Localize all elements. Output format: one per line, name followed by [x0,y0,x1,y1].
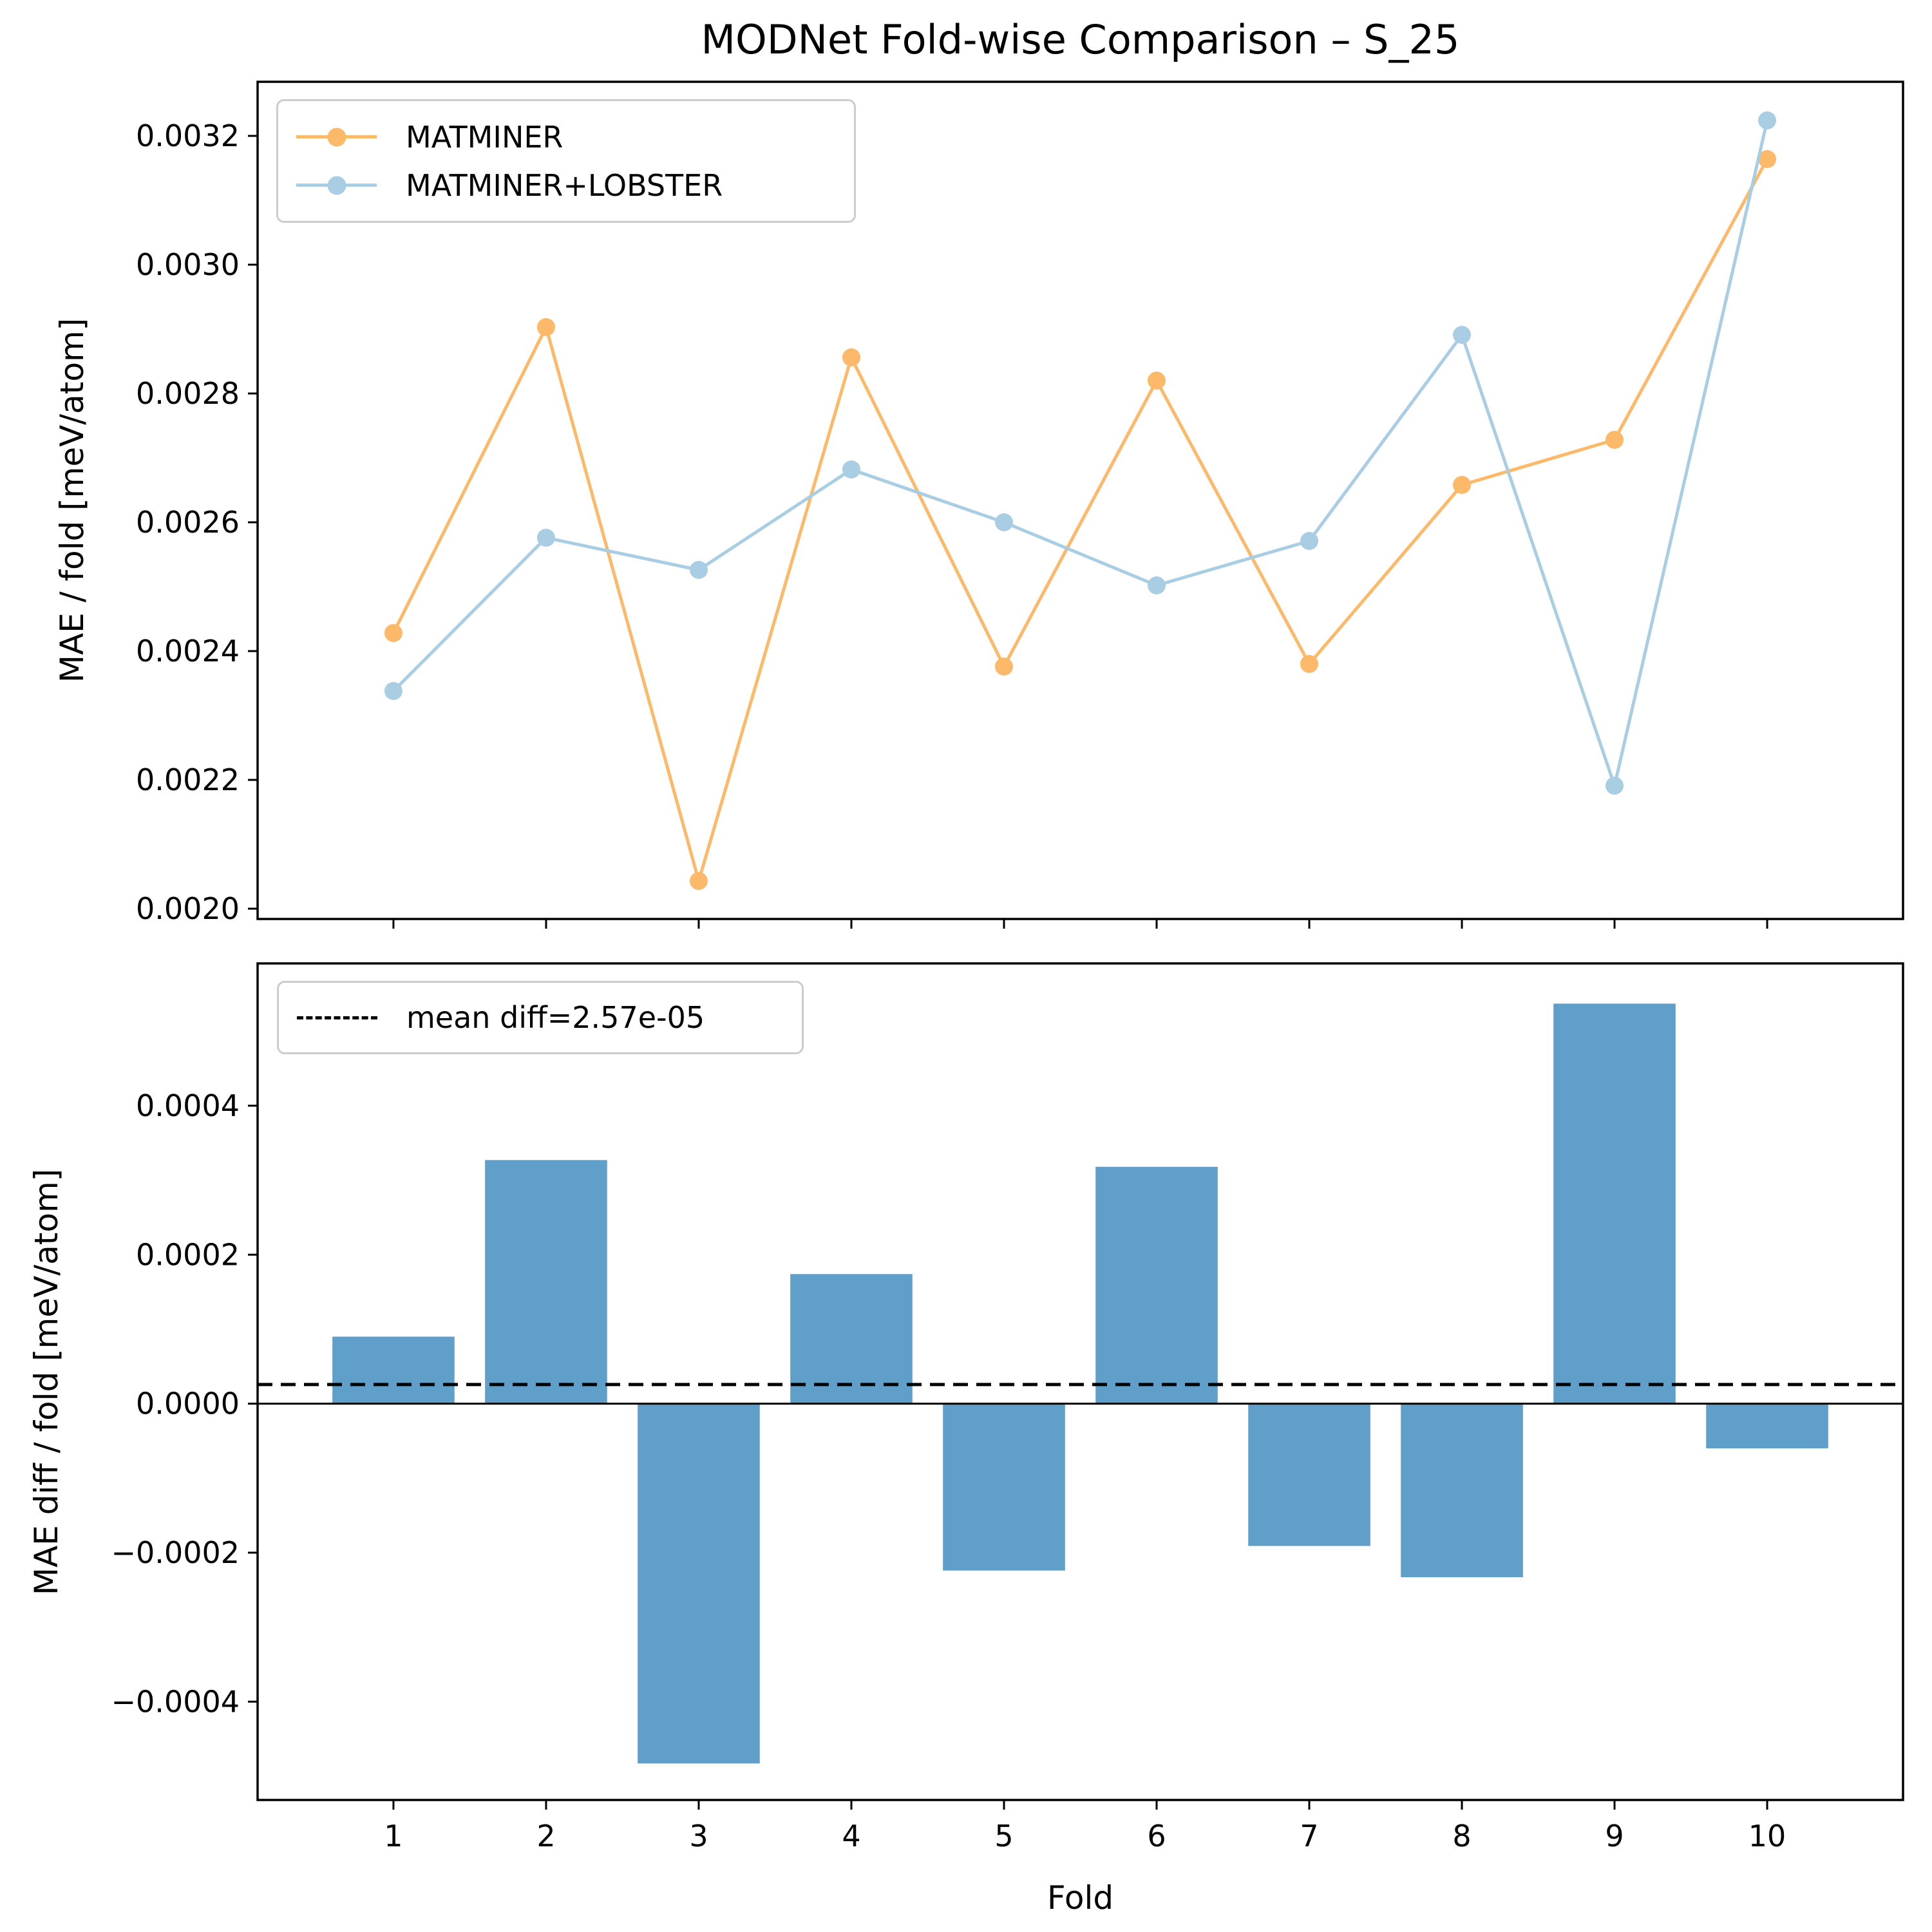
matminer-legend-line-sample [296,128,377,146]
matminer-lobster-marker [384,682,402,700]
diff-bar [1553,1003,1676,1404]
matminer-lobster-legend-marker [327,176,346,194]
legend-label-matminer-lobster: MATMINER+LOBSTER [406,167,723,203]
matminer-marker [1758,150,1777,168]
diff-bar [1706,1403,1828,1449]
legend-entry-matminer-lobster: MATMINER+LOBSTER [296,161,836,209]
matminer-lobster-marker [842,460,860,478]
legend-label-mean-diff: mean diff=2.57e-05 [406,1000,705,1035]
matminer-legend-marker [327,128,346,146]
figure-title: MODNet Fold-wise Comparison – S_25 [701,16,1460,63]
bottom-x-tick-label: 10 [1748,1819,1786,1853]
bottom-x-tick-label: 3 [689,1819,708,1853]
diff-bar [1401,1403,1523,1578]
matminer-marker [1300,655,1319,673]
top-y-tick-label: 0.0028 [136,376,240,411]
bottom-x-tick-label: 4 [842,1819,860,1853]
bottom-axes-frame [256,962,1904,1801]
diff-bar [485,1160,607,1404]
bottom-x-tick-label: 9 [1605,1819,1624,1853]
legend-entry-matminer: MATMINER [296,113,836,161]
matminer-marker [384,624,402,642]
top-y-tick-label: 0.0022 [136,762,240,797]
diff-bar [332,1336,455,1404]
bottom-x-tick-label: 1 [384,1819,402,1853]
top-y-tick-label: 0.0024 [136,634,240,668]
top-y-tick-label: 0.0030 [136,247,240,282]
matminer-lobster-marker [1605,777,1624,795]
diff-bar [1095,1166,1218,1404]
bottom-y-tick-label: 0.0002 [136,1237,240,1272]
top-y-tick-label: 0.0032 [136,118,240,153]
matminer-marker [1605,431,1624,449]
top-y-tick-label: 0.0026 [136,505,240,540]
matminer-marker [842,348,860,366]
legend-label-matminer: MATMINER [406,119,564,155]
top-y-tick-label: 0.0020 [136,891,240,926]
matminer-marker [536,318,555,336]
matminer-lobster-marker [1300,532,1319,550]
matminer-lobster-marker [1758,111,1777,129]
matminer-lobster-marker [689,561,708,579]
matminer-lobster-marker [536,529,555,547]
top-legend: MATMINER MATMINER+LOBSTER [276,99,856,223]
diff-bar [638,1403,760,1764]
xlabel: Fold [1046,1879,1114,1917]
bottom-y-tick-label: 0.0000 [136,1387,240,1421]
matminer-marker [689,872,708,890]
bottom-x-tick-label: 8 [1452,1819,1471,1853]
bottom-y-tick-label: 0.0004 [136,1088,240,1123]
matminer-lobster-legend-line-sample [296,176,377,194]
matminer-lobster-marker [1453,326,1472,344]
top-ylabel: MAE / fold [meV/atom] [53,317,91,683]
bottom-x-tick-label: 2 [536,1819,555,1853]
matminer-lobster-line [392,118,1769,788]
bottom-y-tick-label: −0.0002 [111,1535,240,1570]
bottom-x-tick-label: 5 [994,1819,1013,1853]
bottom-ylabel: MAE diff / fold [meV/atom] [28,1168,65,1596]
diff-bar [1248,1403,1370,1546]
matminer-marker [1148,372,1166,390]
bottom-x-tick-label: 6 [1147,1819,1166,1853]
matminer-lobster-marker [994,513,1013,531]
diff-bar [790,1274,913,1404]
top-axes-frame [256,80,1904,920]
matminer-lobster-marker [1148,576,1166,594]
diff-bar [943,1403,1065,1571]
matminer-marker [1453,476,1472,494]
bottom-legend: mean diff=2.57e-05 [277,981,804,1054]
bottom-x-tick-label: 7 [1300,1819,1318,1853]
legend-entry-mean-diff: mean diff=2.57e-05 [297,994,784,1041]
mean-diff-legend-line-sample [297,1016,377,1019]
matminer-line [392,157,1769,883]
bottom-y-tick-label: −0.0004 [111,1684,240,1719]
matminer-marker [994,658,1013,676]
